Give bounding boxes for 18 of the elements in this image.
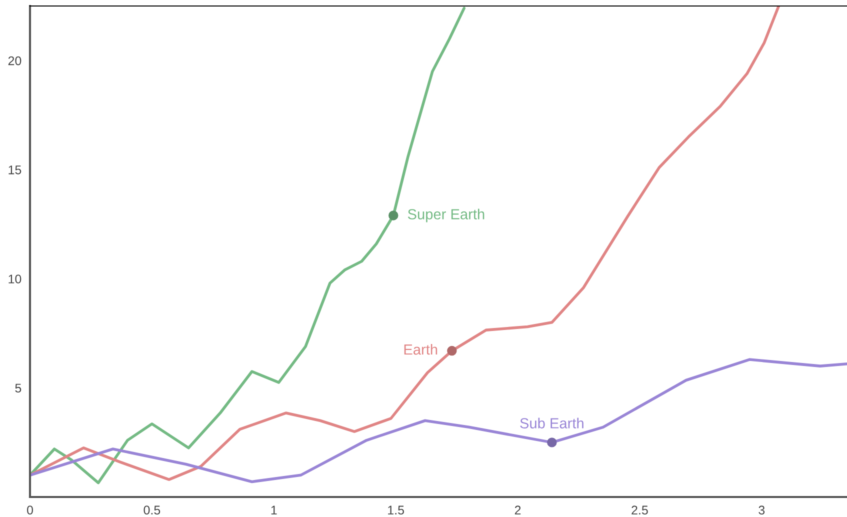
y-tick-label: 5	[15, 384, 22, 393]
x-tick-label: 0	[27, 506, 33, 515]
y-tick-label: 10	[8, 274, 22, 284]
x-tick-label: 1.5	[388, 506, 404, 515]
x-tick-label: 1	[271, 506, 277, 514]
x-tick-label: 2	[514, 506, 521, 514]
annotation: Sub Earth	[520, 418, 584, 428]
line-series	[30, 358, 847, 484]
point	[547, 438, 557, 448]
annotation: Earth	[404, 344, 438, 355]
y-tick-label: 15	[8, 166, 22, 174]
x-tick-label: 2.5	[632, 506, 648, 515]
x-tick-label: 0.5	[144, 506, 160, 515]
line-series	[30, 6, 780, 481]
annotation: Super Earth	[408, 208, 484, 222]
x-tick-label: 3	[758, 506, 765, 515]
y-tick-label: 20	[8, 56, 22, 66]
point	[388, 210, 398, 220]
